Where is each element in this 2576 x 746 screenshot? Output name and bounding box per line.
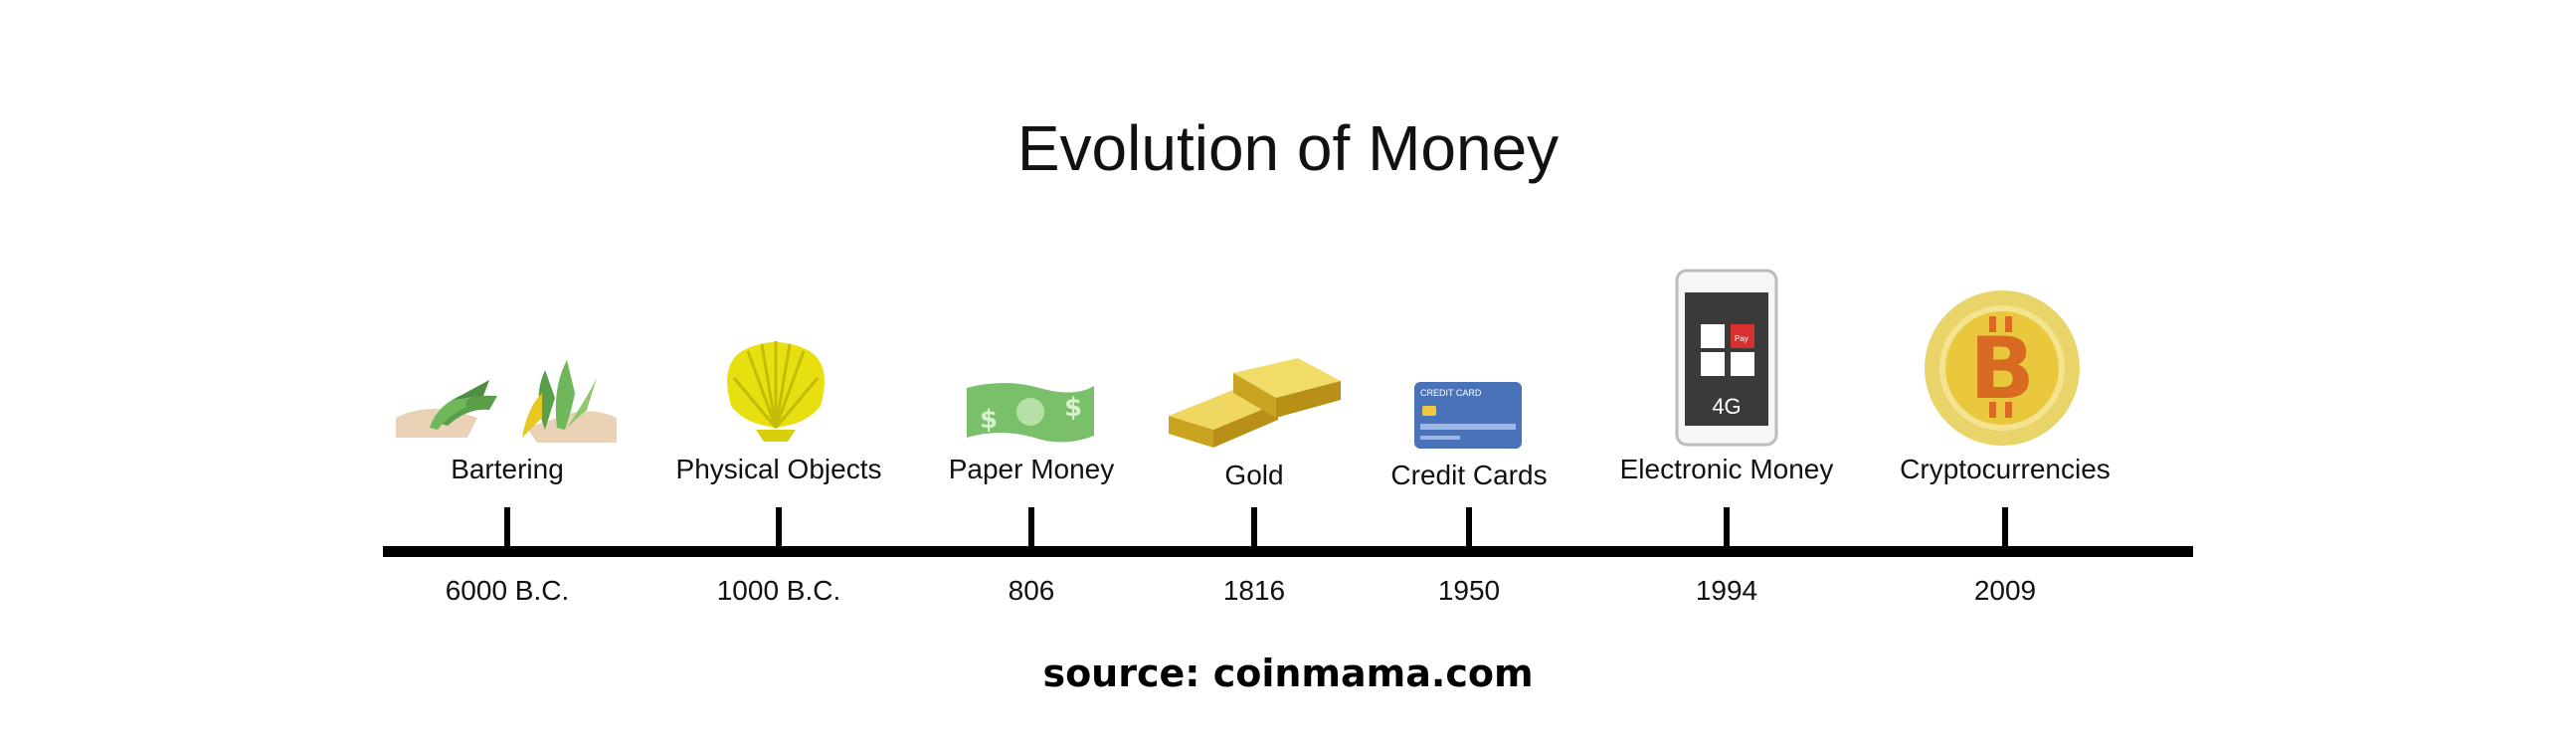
smartphone-icon: Pay 4G bbox=[1675, 269, 1778, 447]
milestone-label: Electronic Money bbox=[1619, 454, 1834, 484]
timeline-tick bbox=[1028, 507, 1034, 551]
milestone-label: Credit Cards bbox=[1390, 460, 1548, 490]
timeline-tick bbox=[2002, 507, 2008, 551]
svg-text:$: $ bbox=[1064, 393, 1082, 423]
milestone-year: 1950 bbox=[1437, 575, 1501, 606]
milestone-label: Gold bbox=[1224, 460, 1284, 490]
phone-app-text: Pay bbox=[1735, 334, 1748, 343]
milestone-label: Bartering bbox=[451, 454, 564, 484]
milestone-year: 6000 B.C. bbox=[445, 575, 570, 606]
milestone-year: 806 bbox=[1008, 575, 1055, 606]
milestone-year: 2009 bbox=[1973, 575, 2037, 606]
bartering-hands-icon bbox=[396, 360, 617, 443]
gold-bars-icon bbox=[1169, 358, 1341, 448]
banknote-icon: $ $ bbox=[967, 383, 1094, 443]
milestone-year: 1000 B.C. bbox=[716, 575, 841, 606]
milestone-year: 1816 bbox=[1222, 575, 1286, 606]
milestone-label: Cryptocurrencies bbox=[1900, 454, 2111, 484]
timeline-tick bbox=[1251, 507, 1257, 551]
source-caption: source: coinmama.com bbox=[1042, 652, 1534, 695]
milestone-year: 1994 bbox=[1695, 575, 1758, 606]
milestone-label: Physical Objects bbox=[675, 454, 882, 484]
svg-text:B: B bbox=[1969, 319, 2035, 419]
seashell-icon bbox=[727, 341, 825, 442]
bitcoin-icon: B bbox=[1925, 290, 2080, 446]
timeline-tick bbox=[776, 507, 782, 551]
timeline-tick bbox=[1466, 507, 1472, 551]
milestone-label: Paper Money bbox=[948, 454, 1115, 484]
diagram-title: Evolution of Money bbox=[1016, 112, 1560, 184]
phone-network-text: 4G bbox=[1712, 394, 1741, 419]
svg-text:$: $ bbox=[980, 405, 998, 435]
timeline-tick bbox=[1724, 507, 1730, 551]
timeline-tick bbox=[504, 507, 510, 551]
credit-card-text: CREDIT CARD bbox=[1420, 388, 1482, 398]
credit-card-icon: CREDIT CARD bbox=[1414, 382, 1522, 449]
timeline-axis bbox=[383, 546, 2193, 557]
